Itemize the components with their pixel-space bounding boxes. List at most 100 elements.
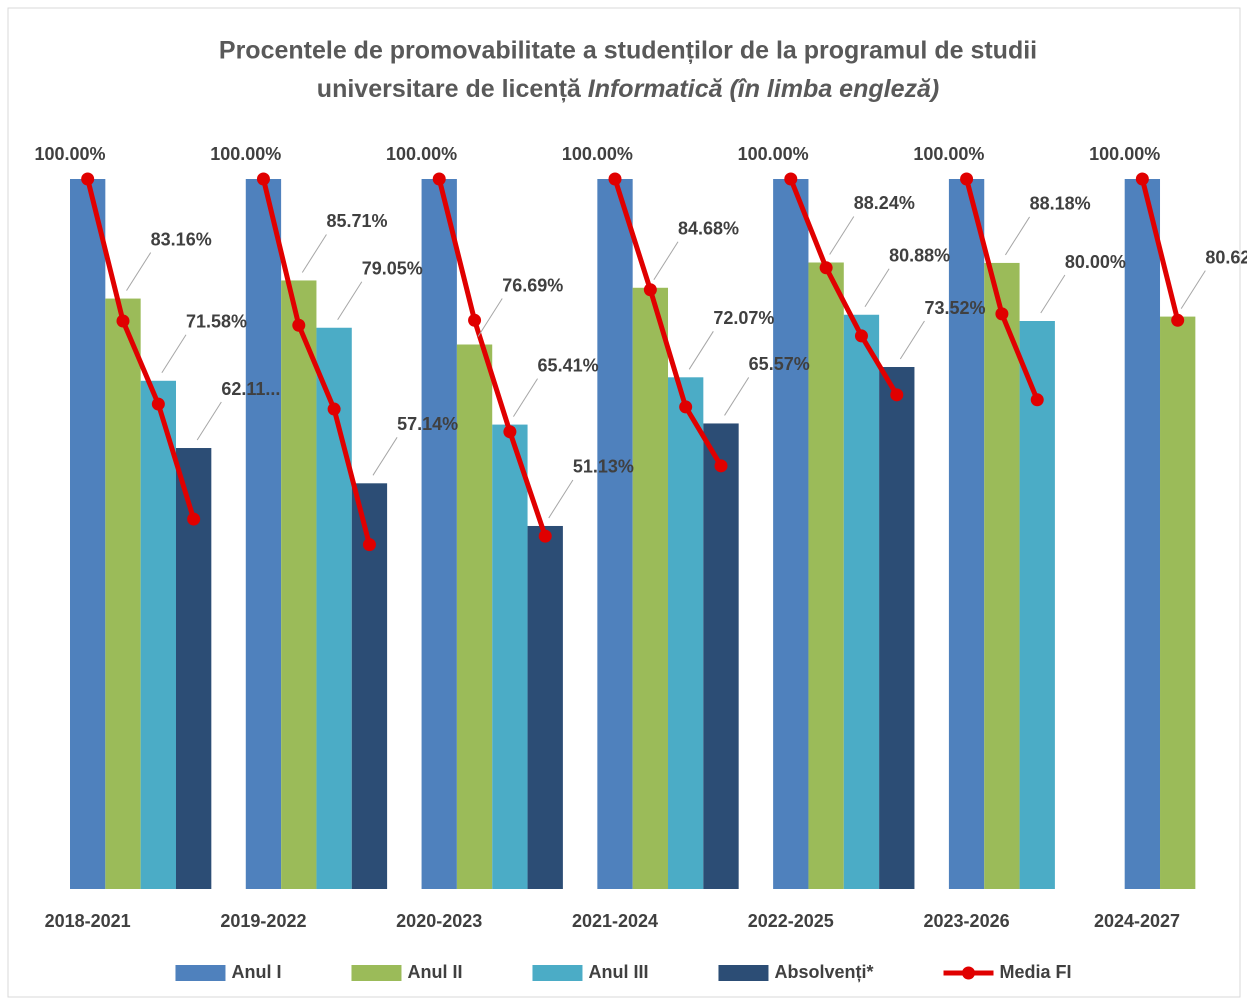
data-label: 88.18% [1030,194,1091,214]
legend: Anul I Anul II Anul III Absolvenți* Media FI [175,962,1072,982]
data-label: 85.71% [326,211,387,231]
line-point [960,172,974,186]
x-tick-label: 2019-2022 [220,911,306,931]
data-label: 100.00% [210,144,281,164]
data-label: 72.07% [713,308,774,328]
bar [843,314,880,889]
x-tick-label: 2024-2027 [1094,911,1180,931]
bar [492,424,528,889]
line-segment [261,178,372,546]
data-label: 62.11... [221,379,280,399]
leader-line [899,320,925,360]
bar [245,179,282,889]
bar [948,179,985,889]
legend-label: Anul I [231,962,281,982]
data-label: 51.13% [573,457,634,477]
bar [808,262,844,890]
line-point [503,425,517,439]
line-point [643,283,657,297]
leader-line [1180,270,1206,309]
data-label: 100.00% [34,144,105,164]
bar [879,367,915,889]
leader-line [688,331,714,370]
line-point [1030,393,1044,407]
leader-line [126,252,152,291]
chart-title-italic: Informatică (în limba engleză) [588,75,939,103]
data-label: 100.00% [913,144,984,164]
data-label: 73.52% [924,298,985,318]
bar [105,298,141,890]
x-tick-label: 2022-2025 [748,911,834,931]
bar [421,179,457,889]
line-segment [612,178,724,468]
legend-marker [962,966,976,980]
legend-label: Media FI [1000,962,1072,982]
line-point [679,400,693,414]
bar [703,423,739,889]
x-tick-label: 2020-2023 [396,911,482,931]
legend-label: Anul II [407,962,462,982]
data-label: 65.57% [749,354,810,374]
line-point [432,172,446,186]
line-segment [788,178,899,397]
data-label: 100.00% [562,144,633,164]
x-tick-label: 2021-2024 [572,911,658,931]
data-label: 65.41% [538,355,599,375]
leader-line [337,281,363,321]
bar [773,179,809,889]
bar [281,280,317,890]
legend-swatch [532,965,583,981]
line-point [187,512,201,526]
leader-line [829,216,855,255]
legend-swatch [351,965,402,981]
leader-line [1040,274,1066,314]
data-label: 100.00% [738,144,809,164]
line-segment [85,178,197,520]
line-point [362,538,376,552]
line-point [1135,172,1149,186]
line-segment [1139,178,1181,321]
data-label: 71.58% [186,312,247,332]
x-tick-label: 2023-2026 [924,911,1010,931]
bar [316,327,352,889]
chart-title-part: universitare de licență [317,75,588,103]
line-point [854,329,868,343]
line-point [256,172,270,186]
line-point [151,397,165,411]
data-label: 79.05% [362,258,423,278]
chart-title: universitare de licență Informatică (în … [317,75,939,103]
line-point [819,261,833,275]
line-point [784,172,798,186]
leader-line [372,437,398,476]
leader-line [548,479,574,519]
bar [984,262,1020,889]
legend-label: Anul III [588,962,648,982]
data-label: 80.62% [1205,247,1247,267]
leader-line [301,234,327,273]
data-label: 57.14% [397,414,458,434]
bar [1019,321,1055,889]
legend-label: Absolvenți* [774,962,873,982]
bar [597,179,633,889]
data-label: 80.88% [889,246,950,266]
bar [140,380,176,889]
bar [70,179,106,889]
data-label: 100.00% [1089,144,1160,164]
line-point [327,402,341,416]
line-segment [436,178,548,537]
x-tick-label: 2018-2021 [45,911,131,931]
line-point [714,459,728,473]
line-point [1171,313,1185,327]
data-label: 88.24% [854,193,915,213]
line-point [890,388,904,402]
line-point [538,529,552,543]
line-point [468,313,482,327]
bar [1124,179,1161,889]
leader-line [161,334,187,374]
leader-line [1005,216,1030,256]
bar [668,377,704,889]
bar [632,287,669,890]
data-label: 100.00% [386,144,457,164]
bar [1160,316,1196,889]
